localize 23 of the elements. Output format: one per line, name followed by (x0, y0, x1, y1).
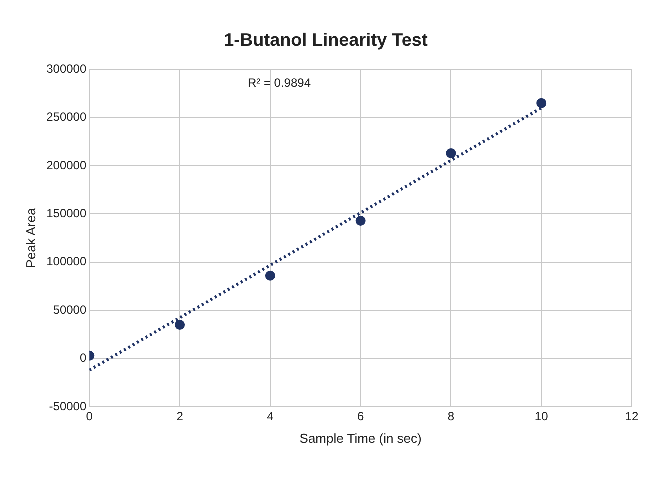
point (356, 216, 366, 226)
y-tick-label: 100000 (46, 254, 87, 269)
point (175, 320, 186, 330)
x-tick-label: 10 (534, 410, 549, 424)
x-axis-title: Sample Time (in sec) (300, 430, 422, 446)
point (536, 98, 547, 108)
y-axis-title: Peak Area (23, 208, 38, 268)
point (265, 270, 276, 281)
y-tick-label: 150000 (46, 206, 87, 221)
y-tick-label: 300000 (46, 62, 87, 76)
y-tick-label: 200000 (46, 158, 87, 172)
x-tick-label: 2 (176, 410, 184, 424)
x-tick-label: 8 (448, 410, 455, 424)
x-tick-label: 6 (357, 410, 364, 424)
y-tick-label: 250000 (46, 110, 87, 124)
annotation: R² = 0.9894 (248, 76, 312, 90)
x-tick-label: 12 (625, 410, 639, 424)
chart-title: 1-Butanol Linearity Test (224, 30, 428, 50)
y-tick-label: 0 (80, 351, 87, 366)
point (446, 148, 456, 158)
y-tick-label: -50000 (49, 399, 87, 414)
x-tick-label: 4 (267, 410, 274, 424)
y-tick-label: 50000 (53, 302, 87, 317)
